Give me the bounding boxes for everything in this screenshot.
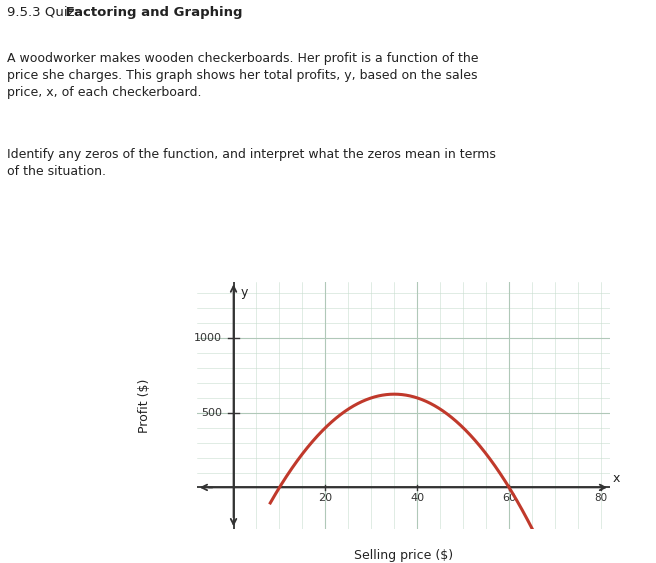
Text: Identify any zeros of the function, and interpret what the zeros mean in terms
o: Identify any zeros of the function, and … [7,148,495,178]
Text: A woodworker makes wooden checkerboards. Her profit is a function of the
price s: A woodworker makes wooden checkerboards.… [7,52,478,99]
Text: x: x [613,472,620,485]
Text: 1000: 1000 [194,333,222,343]
Text: Selling price ($): Selling price ($) [354,549,453,562]
Text: 40: 40 [410,493,424,503]
Text: 20: 20 [318,493,333,503]
Text: y: y [240,286,248,299]
Text: 60: 60 [502,493,516,503]
Text: Factoring and Graphing: Factoring and Graphing [61,6,243,19]
Text: 9.5.3 Quiz:: 9.5.3 Quiz: [7,6,79,19]
Text: 80: 80 [594,493,607,503]
Text: Profit ($): Profit ($) [138,378,151,432]
Text: 500: 500 [201,408,222,418]
